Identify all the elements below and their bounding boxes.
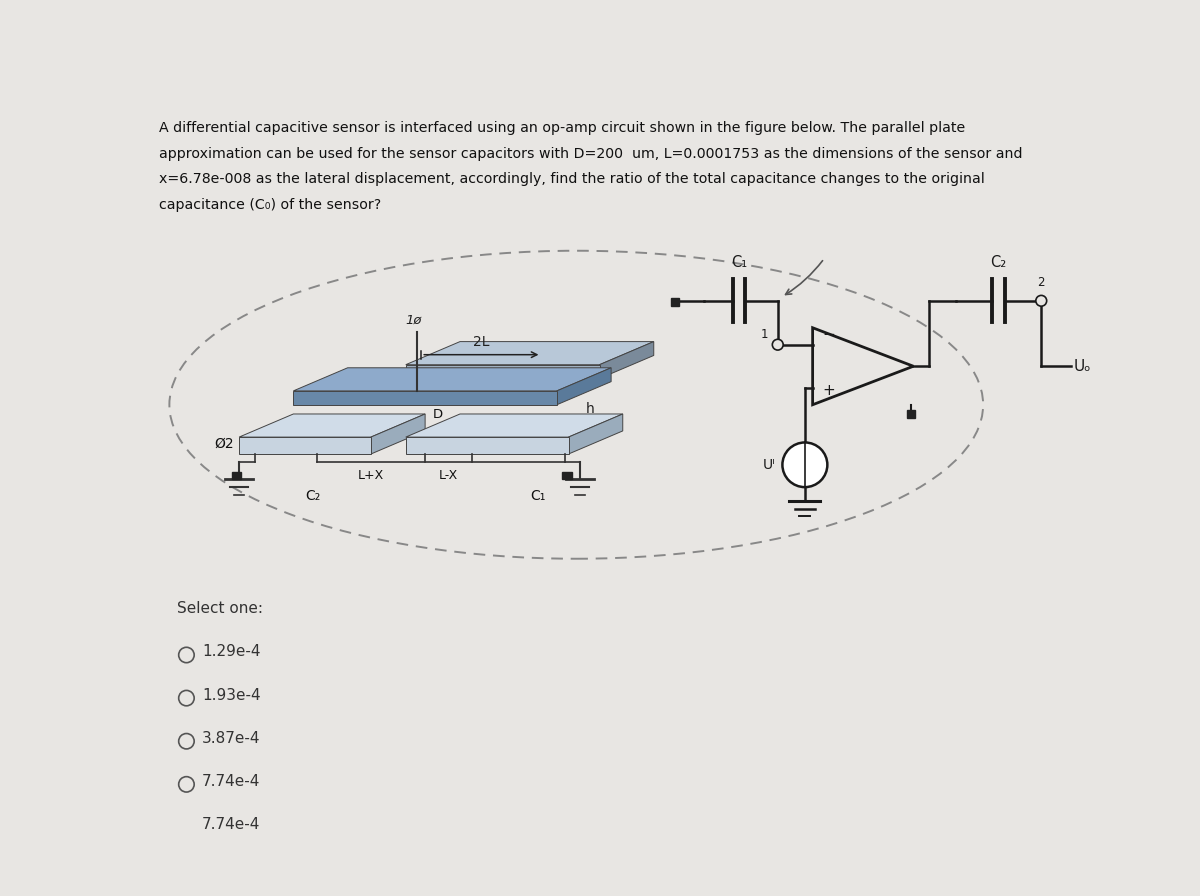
Text: Uₒ: Uₒ [1074,358,1091,374]
Text: C₂: C₂ [305,489,320,504]
Text: 7.74e-4: 7.74e-4 [202,774,260,788]
Text: Ø2: Ø2 [214,436,234,451]
Text: 2: 2 [1038,276,1045,289]
Text: approximation can be used for the sensor capacitors with D=200  um, L=0.0001753 : approximation can be used for the sensor… [160,147,1022,160]
Text: h: h [586,401,594,416]
Text: x=6.78e-008 as the lateral displacement, accordingly, find the ratio of the tota: x=6.78e-008 as the lateral displacement,… [160,172,985,186]
Polygon shape [406,341,654,365]
Text: Uᴵ: Uᴵ [763,458,775,472]
Text: 1: 1 [761,328,768,340]
Circle shape [782,443,827,487]
Text: 1.29e-4: 1.29e-4 [202,644,260,659]
Circle shape [1036,296,1046,306]
Bar [563,471,571,479]
Polygon shape [406,365,600,378]
Polygon shape [557,367,611,405]
Polygon shape [293,391,557,405]
Polygon shape [569,414,623,454]
Polygon shape [600,341,654,378]
Text: L-X: L-X [439,469,458,482]
Circle shape [773,340,784,350]
Text: C₂: C₂ [990,255,1007,270]
Text: A differential capacitive sensor is interfaced using an op-amp circuit shown in : A differential capacitive sensor is inte… [160,121,966,135]
Polygon shape [406,437,569,454]
Text: D: D [433,409,443,421]
Text: 1.93e-4: 1.93e-4 [202,687,260,702]
Text: +: + [822,383,835,399]
Bar [671,298,678,306]
Bar [907,410,914,418]
Text: capacitance (C₀) of the sensor?: capacitance (C₀) of the sensor? [160,198,382,211]
Text: C₁: C₁ [731,255,748,270]
Polygon shape [239,414,425,437]
Text: −: − [822,327,835,341]
Text: 3.87e-4: 3.87e-4 [202,730,260,745]
Polygon shape [371,414,425,454]
Polygon shape [406,414,623,437]
Text: 7.74e-4: 7.74e-4 [202,817,260,831]
Text: Select one:: Select one: [178,601,263,616]
Polygon shape [239,437,371,454]
Text: 1ø: 1ø [406,314,421,326]
Text: C₁: C₁ [530,489,545,504]
Text: 2L: 2L [474,335,490,349]
Polygon shape [293,367,611,391]
Bar [232,471,241,479]
Text: L+X: L+X [358,469,384,482]
